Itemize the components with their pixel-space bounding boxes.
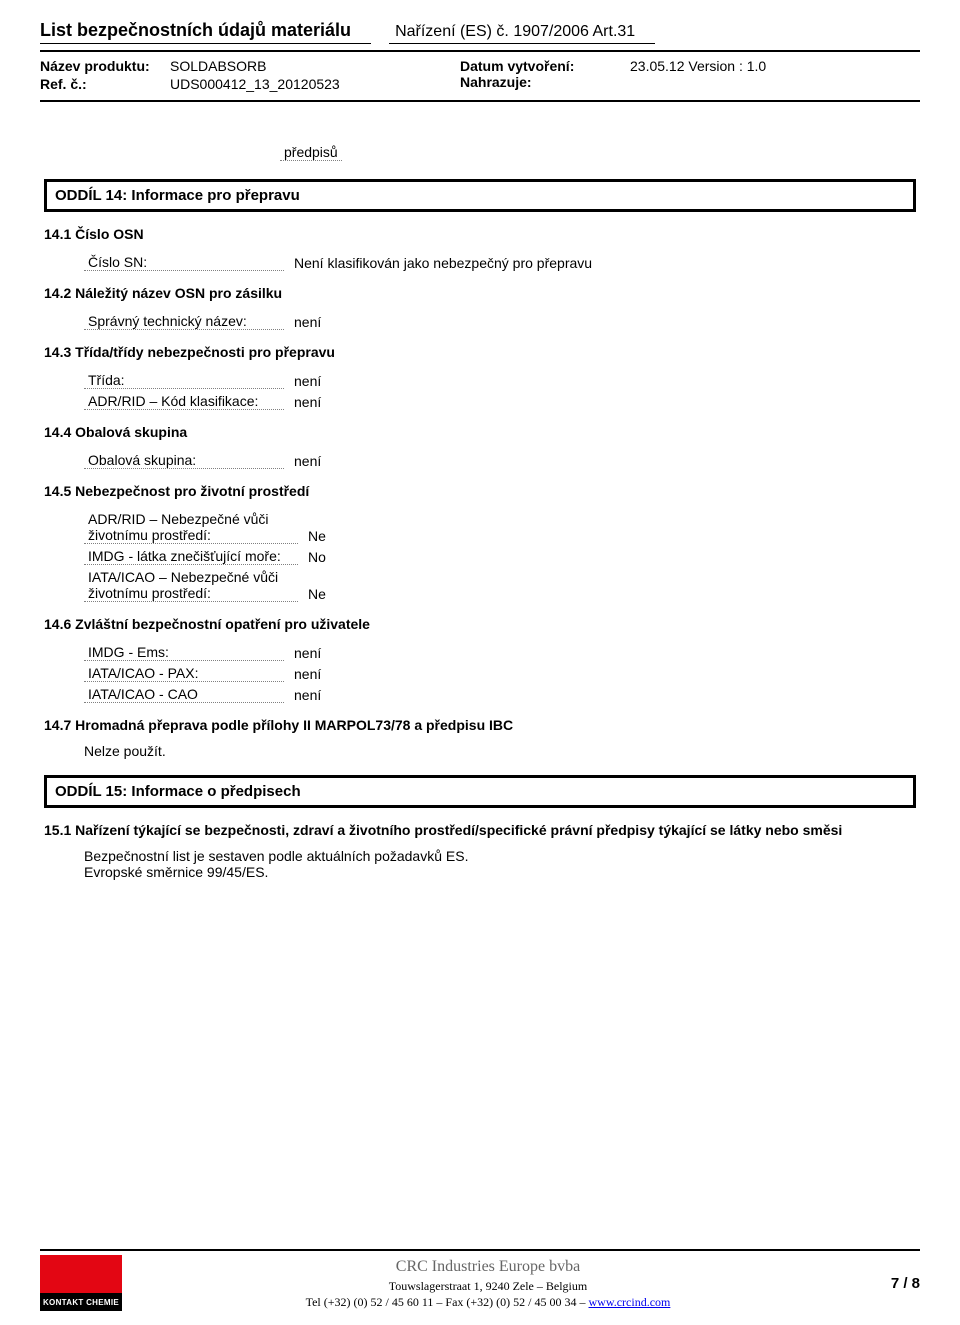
divider bbox=[40, 100, 920, 102]
prev-table-fragment: předpisů bbox=[280, 142, 916, 161]
iata-pax-value: není bbox=[284, 664, 325, 682]
un-number-value: Není klasifikován jako nebezpečný pro př… bbox=[284, 253, 596, 271]
product-name-label: Název produktu: bbox=[40, 58, 170, 74]
regulation-ref: Nařízení (ES) č. 1907/2006 Art.31 bbox=[389, 23, 655, 44]
product-name-value: SOLDABSORB bbox=[170, 58, 266, 74]
ref-label: Ref. č.: bbox=[40, 76, 170, 92]
iata-cao-label: IATA/ICAO - CAO bbox=[84, 684, 284, 703]
class-label: Třída: bbox=[84, 370, 284, 389]
imdg-pollutant-value: No bbox=[298, 547, 330, 565]
sub-15-1: 15.1 Nařízení týkající se bezpečnosti, z… bbox=[44, 822, 916, 838]
sub-14-3: 14.3 Třída/třídy nebezpečnosti pro přepr… bbox=[44, 344, 916, 360]
packing-group-label: Obalová skupina: bbox=[84, 450, 284, 469]
bulk-transport-text: Nelze použít. bbox=[84, 743, 916, 759]
company-phone: Tel (+32) (0) 52 / 45 60 11 – Fax (+32) … bbox=[306, 1295, 589, 1309]
iata-pax-label: IATA/ICAO - PAX: bbox=[84, 663, 284, 682]
header-meta: Název produktu: SOLDABSORB Ref. č.: UDS0… bbox=[40, 58, 920, 94]
document-header: List bezpečnostních údajů materiálu Naří… bbox=[40, 20, 920, 44]
shipping-name-value: není bbox=[284, 312, 325, 330]
page-footer: KONTAKT CHEMIE CRC Industries Europe bvb… bbox=[40, 1249, 920, 1311]
kv-14-4: Obalová skupina: není bbox=[84, 450, 916, 469]
kv-14-5: ADR/RID – Nebezpečné vůči životnímu pros… bbox=[84, 509, 916, 602]
kv-14-6: IMDG - Ems: není IATA/ICAO - PAX: není I… bbox=[84, 642, 916, 703]
adr-env-value: Ne bbox=[298, 526, 330, 544]
section-15-title: ODDÍL 15: Informace o předpisech bbox=[44, 775, 916, 808]
company-contact: Tel (+32) (0) 52 / 45 60 11 – Fax (+32) … bbox=[136, 1294, 840, 1310]
imdg-ems-label: IMDG - Ems: bbox=[84, 642, 284, 661]
company-name: CRC Industries Europe bvba bbox=[136, 1256, 840, 1278]
adr-code-value: není bbox=[284, 392, 325, 410]
imdg-pollutant-label: IMDG - látka znečišťující moře: bbox=[84, 546, 298, 565]
brand-logo-text: KONTAKT CHEMIE bbox=[40, 1293, 122, 1311]
section-14-title: ODDÍL 14: Informace pro přepravu bbox=[44, 179, 916, 212]
brand-logo: KONTAKT CHEMIE bbox=[40, 1255, 122, 1311]
kv-14-1: Číslo SN: Není klasifikován jako nebezpe… bbox=[84, 252, 916, 271]
sub-14-5: 14.5 Nebezpečnost pro životní prostředí bbox=[44, 483, 916, 499]
sub-14-4: 14.4 Obalová skupina bbox=[44, 424, 916, 440]
shipping-name-label: Správný technický název: bbox=[84, 311, 284, 330]
page-content: předpisů ODDÍL 14: Informace pro přeprav… bbox=[40, 142, 920, 880]
regulation-text: Bezpečnostní list je sestaven podle aktu… bbox=[84, 848, 916, 880]
iata-env-label: IATA/ICAO – Nebezpečné vůči životnímu pr… bbox=[84, 567, 298, 602]
sub-14-7: 14.7 Hromadná přeprava podle přílohy II … bbox=[44, 717, 916, 733]
imdg-ems-value: není bbox=[284, 643, 325, 661]
company-address: Touwslagerstraat 1, 9240 Zele – Belgium bbox=[136, 1278, 840, 1294]
sds-title: List bezpečnostních údajů materiálu bbox=[40, 20, 371, 44]
iata-cao-value: není bbox=[284, 685, 325, 703]
adr-code-label: ADR/RID – Kód klasifikace: bbox=[84, 391, 284, 410]
sub-14-6: 14.6 Zvláštní bezpečnostní opatření pro … bbox=[44, 616, 916, 632]
un-number-label: Číslo SN: bbox=[84, 252, 284, 271]
company-url[interactable]: www.crcind.com bbox=[589, 1295, 671, 1309]
ref-value: UDS000412_13_20120523 bbox=[170, 76, 340, 92]
fragment-cell: předpisů bbox=[280, 142, 342, 161]
packing-group-value: není bbox=[284, 451, 325, 469]
adr-env-label: ADR/RID – Nebezpečné vůči životnímu pros… bbox=[84, 509, 298, 544]
kv-14-2: Správný technický název: není bbox=[84, 311, 916, 330]
regulation-line-2: Evropské směrnice 99/45/ES. bbox=[84, 864, 916, 880]
sub-14-1: 14.1 Číslo OSN bbox=[44, 226, 916, 242]
class-value: není bbox=[284, 371, 325, 389]
date-label: Datum vytvoření: bbox=[460, 58, 630, 74]
date-value: 23.05.12 Version : 1.0 bbox=[630, 58, 920, 74]
footer-center: CRC Industries Europe bvba Touwslagerstr… bbox=[136, 1256, 840, 1311]
kv-14-3: Třída: není ADR/RID – Kód klasifikace: n… bbox=[84, 370, 916, 410]
iata-env-value: Ne bbox=[298, 584, 330, 602]
divider bbox=[40, 50, 920, 52]
replaces-label: Nahrazuje: bbox=[460, 74, 630, 90]
regulation-line-1: Bezpečnostní list je sestaven podle aktu… bbox=[84, 848, 916, 864]
sub-14-2: 14.2 Náležitý název OSN pro zásilku bbox=[44, 285, 916, 301]
page-number: 7 / 8 bbox=[840, 1275, 920, 1292]
